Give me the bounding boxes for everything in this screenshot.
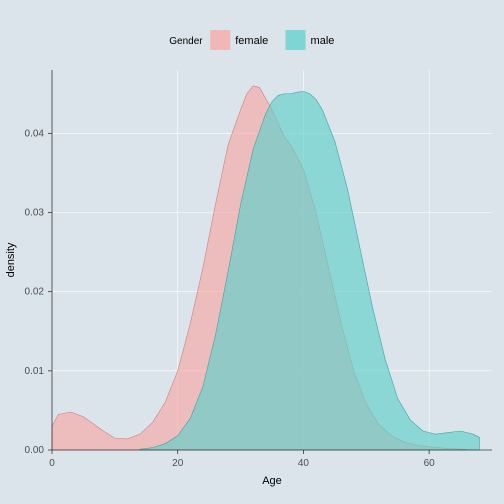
legend-label: female [235, 35, 268, 47]
y-tick-label: 0.04 [25, 128, 45, 139]
x-tick-label: 40 [298, 458, 310, 469]
legend-key [286, 30, 306, 50]
legend-label: male [311, 35, 335, 47]
legend-title: Gender [169, 36, 203, 47]
y-axis-title: density [5, 242, 17, 277]
density-plot: 0 20 40 60 0.00 0.01 0.02 0.03 0.04 Age density Gen… [0, 0, 504, 504]
x-axis-title: Age [262, 475, 282, 487]
x-tick-label: 0 [49, 458, 55, 469]
y-tick-label: 0.02 [25, 287, 45, 298]
chart-container: { "chart": { "type": "density", "width":… [0, 0, 504, 504]
legend-key [210, 30, 230, 50]
x-tick-label: 20 [172, 458, 184, 469]
y-tick-label: 0.03 [25, 208, 45, 219]
y-tick-label: 0.01 [25, 366, 45, 377]
y-tick-label: 0.00 [25, 445, 45, 456]
x-tick-label: 60 [424, 458, 436, 469]
